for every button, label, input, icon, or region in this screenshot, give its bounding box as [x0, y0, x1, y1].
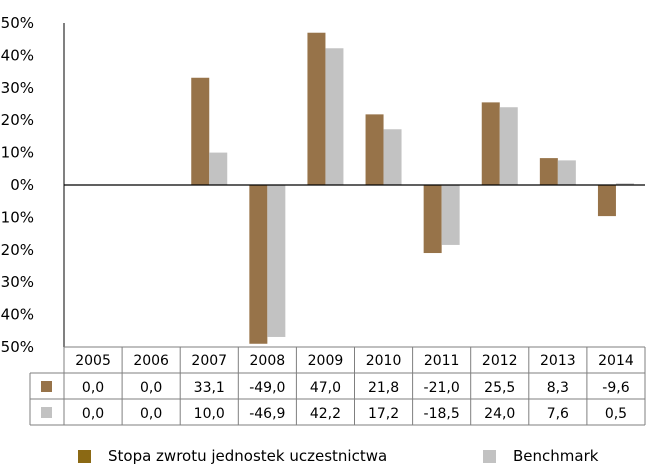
x-tick-label: 2006 — [133, 353, 169, 369]
table-swatch-series-2 — [41, 407, 52, 418]
data-table-cell: 0,0 — [82, 406, 104, 422]
data-table-cell: 24,0 — [484, 406, 515, 422]
data-table-cell: 17,2 — [368, 406, 399, 422]
data-table-cell: 7,6 — [547, 406, 569, 422]
y-tick-label: -40% — [0, 306, 34, 324]
bar-series-2 — [325, 48, 344, 185]
data-table-cell: 0,0 — [140, 406, 162, 422]
bar-series-1 — [539, 158, 558, 185]
bar-series-1 — [191, 77, 210, 185]
bar-series-1 — [423, 185, 442, 254]
legend-swatch-series-2 — [483, 449, 496, 463]
y-tick-label: 50% — [1, 14, 34, 32]
data-table-cell: -18,5 — [424, 406, 460, 422]
x-tick-label: 2012 — [482, 353, 518, 369]
legend-label-series-2: Benchmark — [513, 447, 599, 465]
x-tick-label: 2005 — [75, 353, 111, 369]
y-tick-label: 40% — [1, 46, 34, 64]
y-tick-label: 0% — [10, 176, 34, 194]
legend-label-series-1: Stopa zwrotu jednostek uczestnictwa — [108, 447, 388, 465]
y-tick-label: 10% — [1, 144, 34, 162]
data-table-cell: -9,6 — [602, 380, 629, 396]
bar-series-2 — [499, 107, 518, 185]
bar-series-1 — [597, 185, 616, 217]
bar-series-2 — [557, 160, 576, 185]
y-tick-label: -30% — [0, 273, 34, 291]
x-tick-label: 2007 — [191, 353, 227, 369]
y-tick-label: 20% — [1, 111, 34, 129]
bar-series-2 — [615, 183, 634, 185]
data-table-cell: 47,0 — [310, 380, 341, 396]
bar-series-2 — [209, 152, 228, 185]
data-table-cell: 8,3 — [547, 380, 569, 396]
data-table-cell: 42,2 — [310, 406, 341, 422]
y-tick-label: -50% — [0, 338, 34, 356]
data-table-cell: 33,1 — [194, 380, 225, 396]
y-tick-label: -20% — [0, 241, 34, 259]
data-table-cell: -21,0 — [424, 380, 460, 396]
x-tick-label: 2014 — [598, 353, 634, 369]
table-swatch-series-1 — [41, 381, 52, 392]
bar-series-2 — [383, 129, 402, 185]
data-table-cell: 25,5 — [484, 380, 515, 396]
data-table-cell: 0,0 — [140, 380, 162, 396]
x-tick-label: 2013 — [540, 353, 576, 369]
y-tick-label: 30% — [1, 79, 34, 97]
chart: 50% 40% 30% 20% 10% 0% -10% -20% -30% -40% -50% 200… — [0, 14, 646, 426]
y-tick-label: -10% — [0, 208, 34, 226]
legend-swatch-series-1 — [78, 449, 91, 463]
x-tick-label: 2009 — [308, 353, 344, 369]
legend-item-series-1: Stopa zwrotu jednostek uczestnictwa — [78, 446, 387, 466]
bar-series-1 — [481, 102, 500, 185]
data-table-cell: -49,0 — [249, 380, 285, 396]
bar-series-1 — [307, 32, 326, 185]
x-tick-label: 2008 — [250, 353, 286, 369]
x-tick-label: 2010 — [366, 353, 402, 369]
legend-item-series-2: Benchmark — [483, 446, 598, 466]
x-tick-label: 2011 — [424, 353, 460, 369]
data-table-cell: 21,8 — [368, 380, 399, 396]
data-table-cell: -46,9 — [249, 406, 285, 422]
bar-series-1 — [249, 185, 268, 344]
data-table-cell: 0,0 — [82, 380, 104, 396]
data-table-cell: 0,5 — [605, 406, 627, 422]
data-table-cell: 10,0 — [194, 406, 225, 422]
bar-series-1 — [365, 114, 384, 185]
bar-series-2 — [441, 185, 460, 245]
bar-series-2 — [267, 185, 286, 337]
